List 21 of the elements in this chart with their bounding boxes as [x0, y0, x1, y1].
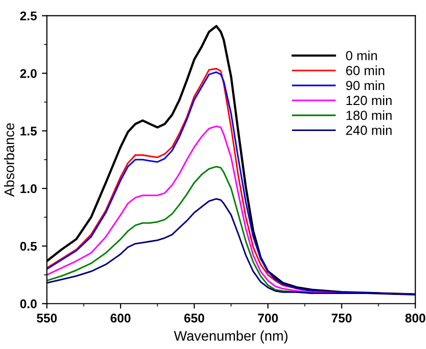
y-tick-label: 0.0 — [20, 299, 37, 308]
y-axis-title: Absorbance — [4, 123, 14, 197]
legend-label: 180 min — [346, 110, 392, 120]
x-tick-label: 650 — [184, 314, 204, 323]
y-tick-label: 1.0 — [20, 184, 37, 194]
legend-label: 240 min — [346, 125, 392, 135]
y-tick-label: 2.5 — [20, 12, 37, 20]
legend-label: 0 min — [346, 50, 377, 60]
legend-label: 90 min — [346, 80, 384, 90]
x-tick-label: 600 — [110, 314, 130, 323]
x-tick-label: 550 — [36, 314, 57, 323]
x-axis-title: Wavenumber (nm) — [174, 330, 288, 344]
y-tick-label: 2.0 — [20, 69, 37, 78]
x-tick-label: 700 — [258, 314, 278, 323]
legend-label: 120 min — [346, 95, 392, 106]
x-tick-label: 750 — [332, 314, 352, 323]
y-tick-label: 0.5 — [20, 242, 37, 251]
line-series — [46, 198, 416, 296]
y-tick-label: 1.5 — [20, 126, 37, 136]
x-tick-label: 800 — [405, 314, 426, 323]
legend-label: 60 min — [346, 66, 384, 76]
